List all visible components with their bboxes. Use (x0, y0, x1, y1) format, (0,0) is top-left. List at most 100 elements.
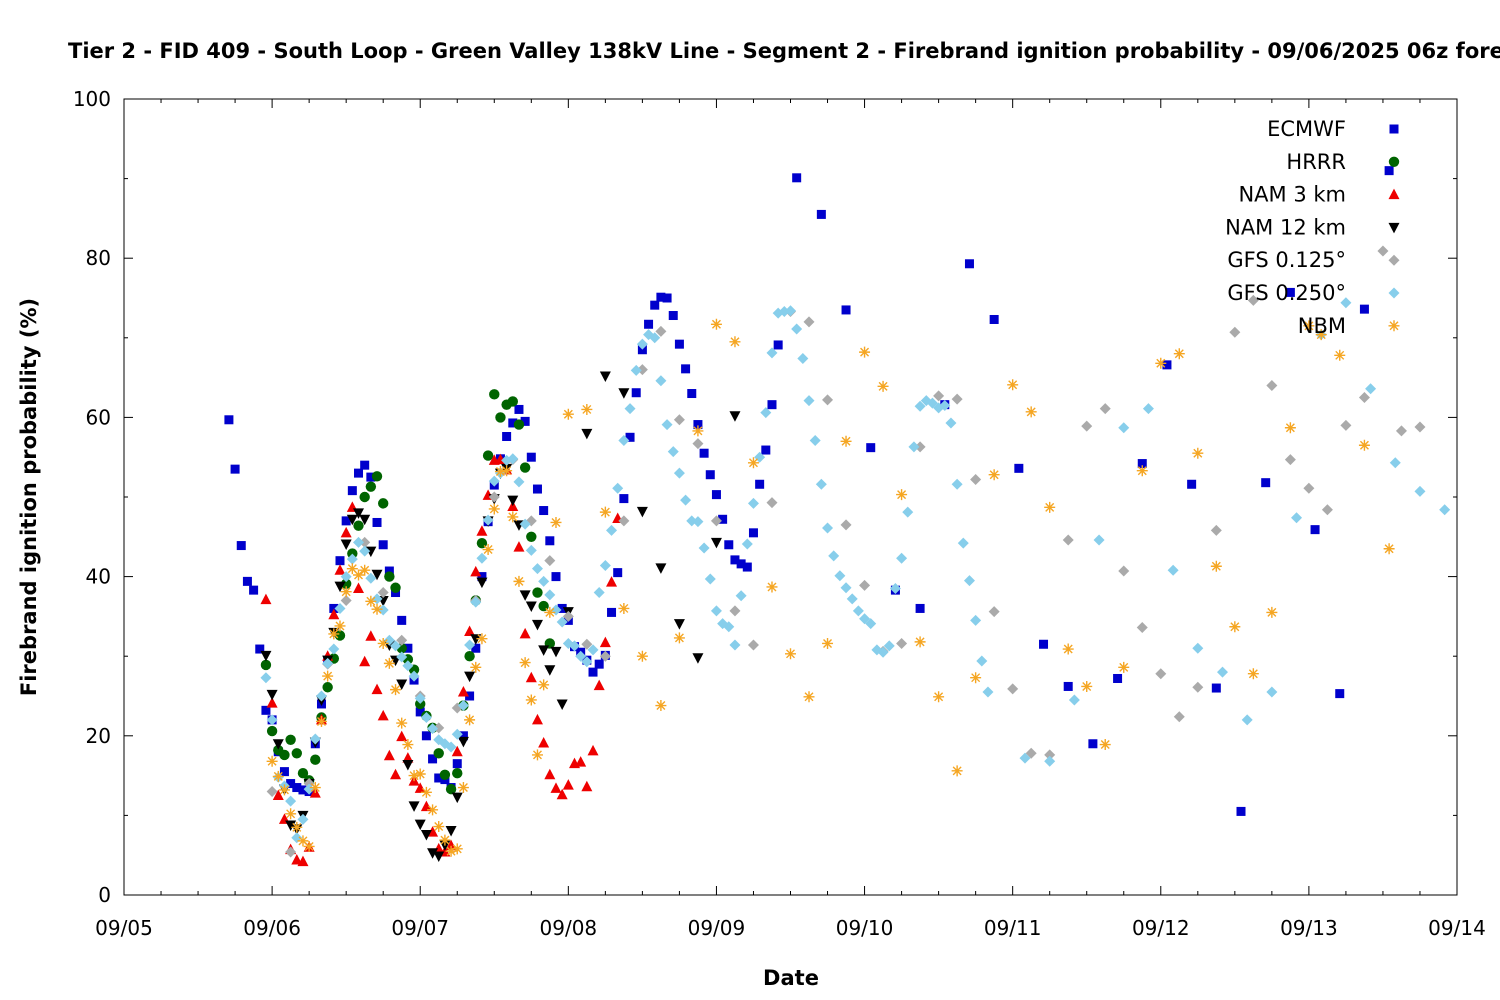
data-point (729, 336, 741, 348)
legend-label: ECMWF (1267, 117, 1346, 141)
data-point (581, 403, 593, 415)
data-point (360, 460, 370, 470)
data-point (1081, 420, 1093, 432)
y-tick-label: 60 (86, 405, 111, 429)
data-point (1241, 714, 1253, 726)
data-point (1039, 639, 1049, 649)
data-point (828, 550, 840, 562)
data-point (452, 768, 463, 779)
data-point (457, 736, 469, 748)
legend-marker (1388, 156, 1400, 167)
data-point (353, 569, 365, 581)
data-point (420, 786, 432, 798)
data-point (618, 602, 630, 614)
data-point (519, 518, 531, 530)
data-point (1266, 606, 1278, 618)
data-point (390, 768, 402, 780)
data-point (482, 514, 494, 526)
data-point (599, 636, 611, 648)
data-point (353, 582, 365, 594)
data-point (698, 542, 710, 554)
data-point (390, 684, 402, 696)
data-point (711, 490, 721, 500)
data-point (1365, 383, 1377, 395)
data-point (556, 616, 568, 628)
data-point (470, 661, 482, 673)
data-point (476, 525, 488, 536)
data-point (593, 587, 605, 599)
data-point (408, 801, 420, 812)
data-point (526, 452, 536, 462)
data-point (729, 639, 741, 651)
data-point (1025, 406, 1037, 418)
data-point (822, 637, 834, 649)
data-point (668, 311, 678, 321)
data-point (341, 516, 351, 526)
data-point (822, 522, 834, 534)
data-point (581, 428, 593, 440)
data-point (673, 619, 685, 630)
data-series (224, 166, 1451, 867)
data-point (458, 731, 468, 741)
data-point (315, 715, 327, 727)
data-point (230, 464, 240, 474)
data-point (846, 593, 858, 605)
data-point (279, 749, 290, 761)
data-point (1414, 485, 1426, 497)
data-point (840, 582, 852, 594)
legend-label: HRRR (1286, 150, 1346, 174)
data-point (297, 813, 309, 825)
data-point (1118, 565, 1130, 577)
data-point (1155, 357, 1167, 369)
data-point (766, 581, 778, 593)
data-point (859, 579, 871, 591)
data-point (607, 607, 617, 617)
data-point (710, 537, 722, 549)
data-point (334, 602, 346, 614)
data-point (803, 316, 815, 328)
data-point (414, 692, 426, 704)
data-point (803, 395, 815, 407)
data-point (636, 506, 648, 518)
data-point (278, 784, 290, 796)
data-point (309, 733, 321, 745)
data-point (662, 293, 672, 303)
data-point (260, 650, 272, 662)
data-point (655, 325, 667, 337)
data-point (575, 650, 587, 662)
data-point (914, 636, 926, 648)
data-point (822, 394, 834, 406)
data-point (866, 443, 876, 453)
data-point (359, 564, 371, 576)
data-point (291, 821, 303, 833)
data-point (365, 630, 377, 641)
data-point (340, 539, 352, 550)
data-point (631, 388, 641, 398)
data-point (988, 606, 1000, 618)
data-point (531, 619, 543, 631)
data-point (519, 657, 531, 669)
data-point (724, 540, 734, 550)
data-point (785, 305, 796, 317)
data-point (1068, 694, 1080, 706)
data-point (1266, 686, 1278, 698)
data-point (1414, 421, 1426, 433)
data-point (915, 603, 925, 613)
data-point (445, 741, 457, 753)
data-point (408, 770, 420, 782)
data-point (402, 739, 414, 751)
data-point (538, 575, 550, 587)
data-point (933, 691, 945, 703)
data-point (334, 564, 346, 575)
data-point (525, 601, 537, 613)
data-point (1247, 668, 1259, 680)
data-point (470, 596, 482, 608)
data-point (599, 371, 611, 383)
data-point (951, 478, 963, 490)
data-point (945, 417, 957, 429)
data-point (291, 853, 303, 865)
data-point (908, 441, 920, 453)
data-point (562, 779, 574, 790)
data-point (377, 498, 389, 509)
data-point (396, 634, 408, 646)
